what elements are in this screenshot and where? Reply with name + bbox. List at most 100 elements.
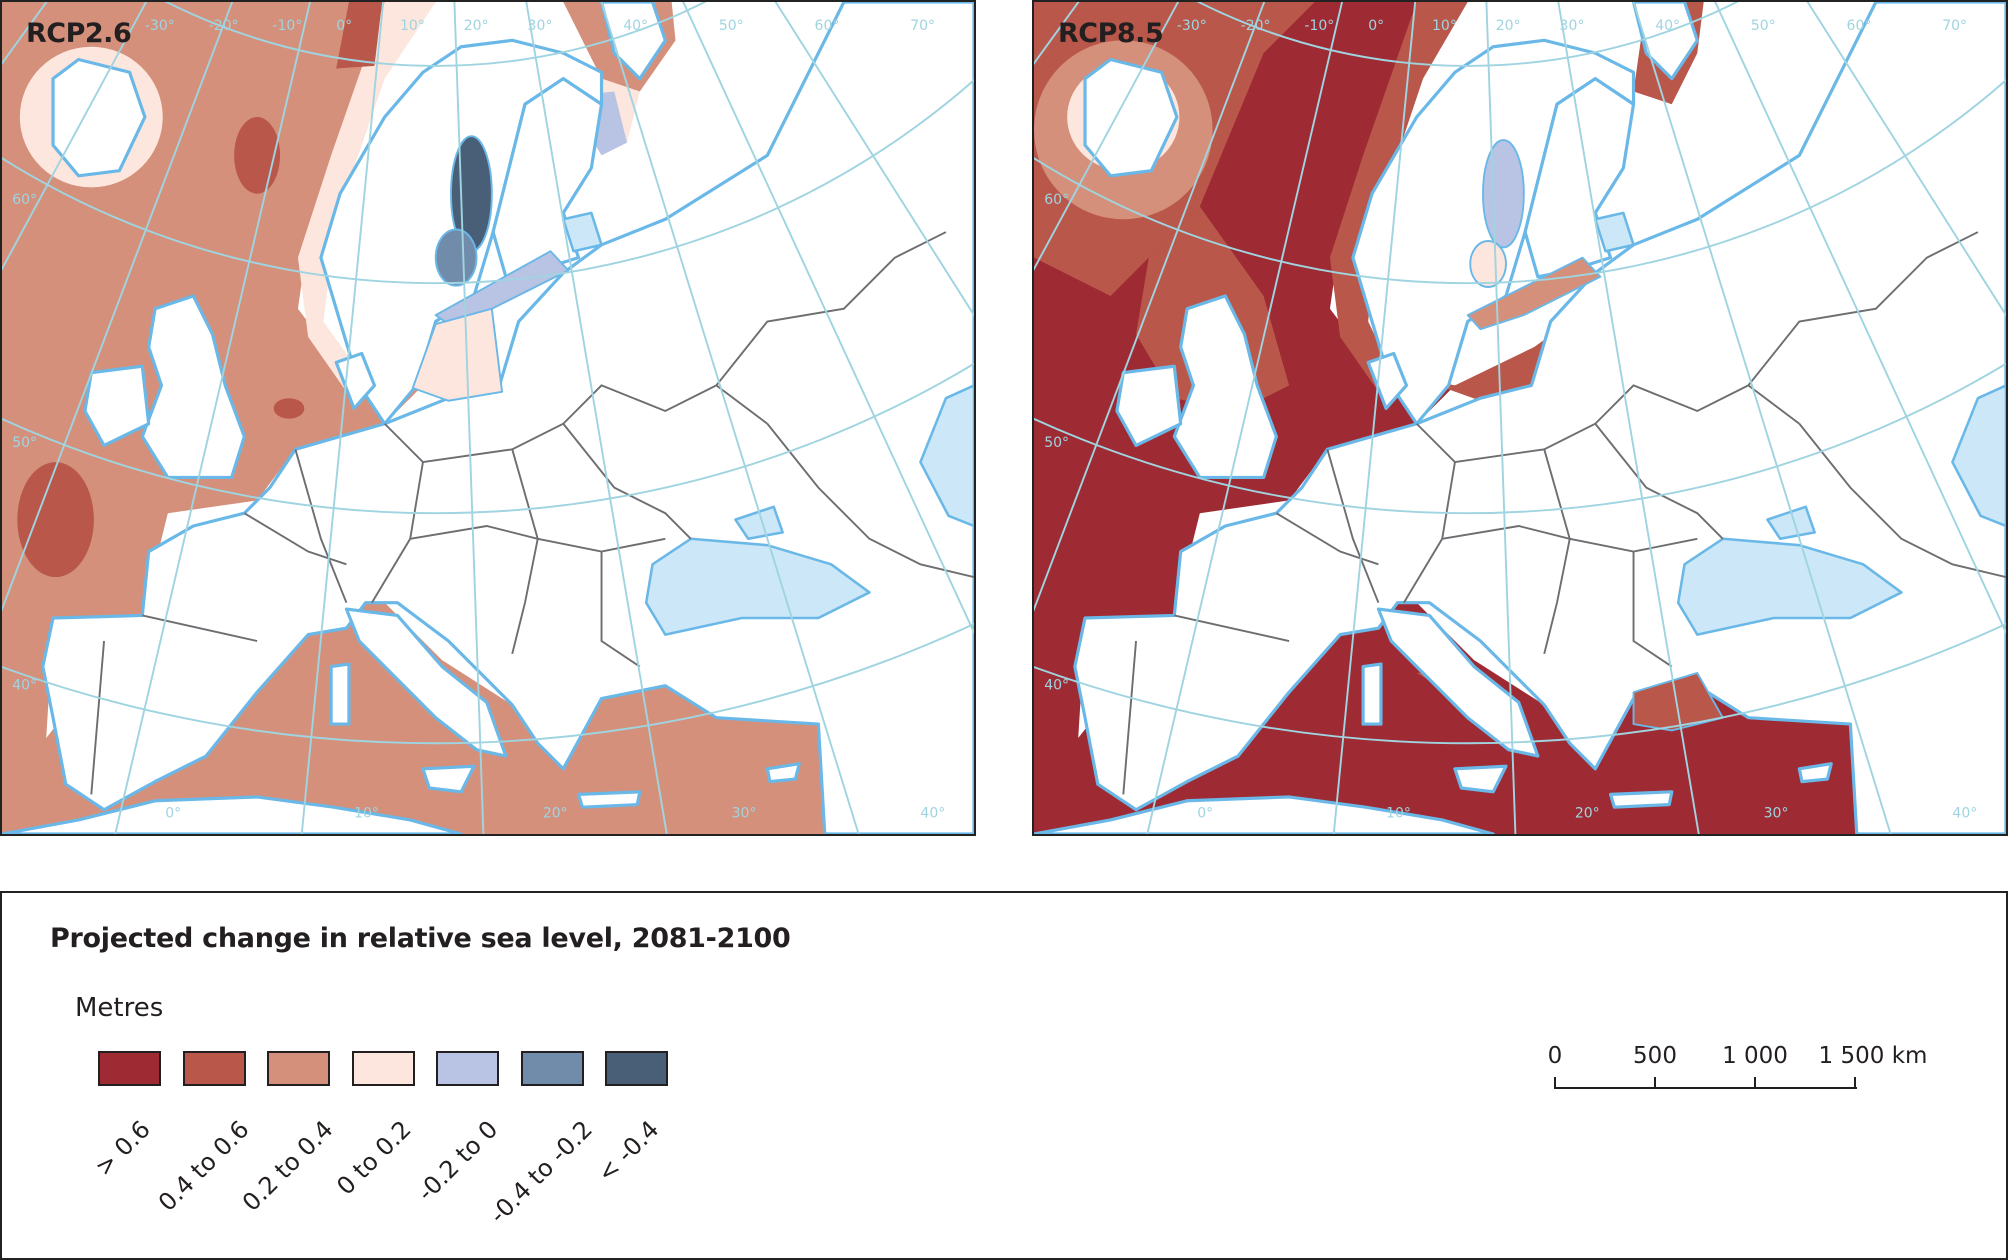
- country-border: [1174, 614, 1290, 642]
- country-border: [1747, 231, 1979, 387]
- sea-level-zone: [273, 398, 305, 419]
- scale-bar-label: 1 000: [1722, 1043, 1788, 1069]
- scale-bar-tick: [1554, 1077, 1556, 1089]
- scale-bar-tick: [1854, 1077, 1856, 1089]
- inland-water-blacksea: [644, 537, 871, 636]
- scale-bar-line: [1555, 1087, 1857, 1089]
- land-sardinia: [329, 662, 351, 726]
- graticule-label: 60°: [815, 18, 840, 34]
- country-border: [1543, 449, 1698, 553]
- graticule-parallel: [2, 362, 974, 514]
- land-crete: [1608, 790, 1674, 809]
- graticule-label: 40°: [1655, 18, 1680, 34]
- graticule-label: 40°: [1952, 805, 1977, 821]
- country-border: [562, 423, 692, 540]
- sea-level-zone-baltic: [1632, 672, 1724, 732]
- inland-water-blacksea: [1676, 537, 1903, 636]
- scale-bar: 0 500 1 000 1 500 km: [1548, 1043, 1927, 1103]
- land-iceland: [1083, 57, 1179, 178]
- inland-water-ladoga: [561, 211, 603, 253]
- sea-level-zone-baltic: [434, 228, 478, 287]
- legend-swatch: [98, 1051, 161, 1086]
- graticule-label: 0°: [1368, 18, 1384, 34]
- country-border: [1275, 512, 1379, 566]
- land-cyprus: [1797, 762, 1833, 784]
- graticule-label: 40°: [1044, 678, 1069, 694]
- graticule-label: 20°: [1575, 805, 1600, 821]
- country-border: [1403, 423, 1456, 604]
- graticule-meridian: [1714, 2, 2006, 635]
- country-border: [90, 640, 106, 795]
- sea-level-zone-baltic: [1482, 139, 1525, 249]
- graticule-label: 40°: [12, 678, 37, 694]
- legend-swatch: [351, 1051, 415, 1086]
- graticule-label: 20°: [543, 805, 568, 821]
- graticule-meridian: [1557, 2, 1700, 834]
- legend-swatch: [267, 1051, 330, 1086]
- land-italy: [344, 607, 508, 758]
- panel-title: RCP8.5: [1058, 18, 1164, 49]
- legend-label: 0.4 to 0.6: [152, 1115, 255, 1217]
- land-continent: [1073, 2, 2006, 834]
- land-continent: [41, 2, 974, 834]
- graticule-parallel: [1196, 2, 1739, 67]
- graticule-label: 60°: [1847, 18, 1872, 34]
- land-italy: [1376, 607, 1540, 758]
- legend-label: -0.2 to 0: [412, 1115, 504, 1207]
- land-sardinia: [1361, 662, 1383, 726]
- sea-level-map-rcp26: -30° -20° -10° 0° 10° 20° 30° 40° 50° 60° 70° 60° 50…: [2, 2, 974, 834]
- sea-level-zone: [234, 117, 281, 194]
- country-border: [243, 512, 347, 566]
- land-novaya: [599, 2, 667, 81]
- graticule-label: 0°: [165, 805, 181, 821]
- legend-title: Projected change in relative sea level, …: [50, 923, 791, 954]
- legend-swatch: [182, 1051, 246, 1086]
- graticule-meridian: [1146, 2, 1344, 834]
- graticule-label: -30°: [145, 18, 175, 34]
- inland-water-ladoga: [1593, 211, 1635, 253]
- land-novaya: [1631, 2, 1699, 81]
- land-finland: [491, 77, 604, 279]
- graticule-label: 30°: [528, 18, 553, 34]
- country-border: [1326, 449, 1380, 604]
- land-ireland: [83, 364, 151, 448]
- land-denmark: [1366, 351, 1409, 411]
- country-border: [294, 449, 348, 604]
- sea-level-zone: [17, 462, 94, 578]
- graticule-label: 40°: [623, 18, 648, 34]
- graticule-meridian: [525, 2, 668, 834]
- graticule-parallel: [2, 78, 974, 284]
- graticule-parallel: [2, 622, 974, 744]
- map-panel-rcp26: -30° -20° -10° 0° 10° 20° 30° 40° 50° 60° 70° 60° 50…: [0, 0, 976, 836]
- legend: Projected change in relative sea level, …: [0, 891, 2008, 1260]
- scale-bar-tick: [1654, 1077, 1656, 1089]
- land-finland: [1523, 77, 1636, 279]
- graticule-label: 70°: [910, 18, 935, 34]
- sea-level-zone: [297, 2, 436, 388]
- land-sicily: [1453, 764, 1508, 794]
- graticule-label: 0°: [1197, 805, 1213, 821]
- country-border: [1442, 525, 1571, 655]
- graticule-label: 10°: [1386, 805, 1411, 821]
- graticule-label: 50°: [1751, 18, 1776, 34]
- country-border: [511, 449, 666, 553]
- graticule-label: 50°: [1044, 435, 1069, 451]
- legend-swatch: [436, 1051, 499, 1086]
- graticule-label: 30°: [1560, 18, 1585, 34]
- graticule-label: 50°: [719, 18, 744, 34]
- country-border: [371, 423, 424, 604]
- graticule-meridian: [453, 2, 485, 834]
- land-crete: [576, 790, 642, 809]
- graticule-label: -20°: [209, 18, 239, 34]
- inland-water-caspian: [919, 384, 974, 528]
- legend-swatch: [605, 1051, 668, 1086]
- graticule-parallel: [1034, 362, 2006, 514]
- graticule-label: 30°: [732, 805, 757, 821]
- graticule-parallel: [1034, 622, 2006, 744]
- country-border: [1594, 423, 1724, 540]
- graticule-label: 0°: [336, 18, 352, 34]
- graticule-label: -20°: [1241, 18, 1271, 34]
- graticule-label: 20°: [464, 18, 489, 34]
- panel-title: RCP2.6: [26, 18, 132, 49]
- land-denmark: [334, 351, 377, 411]
